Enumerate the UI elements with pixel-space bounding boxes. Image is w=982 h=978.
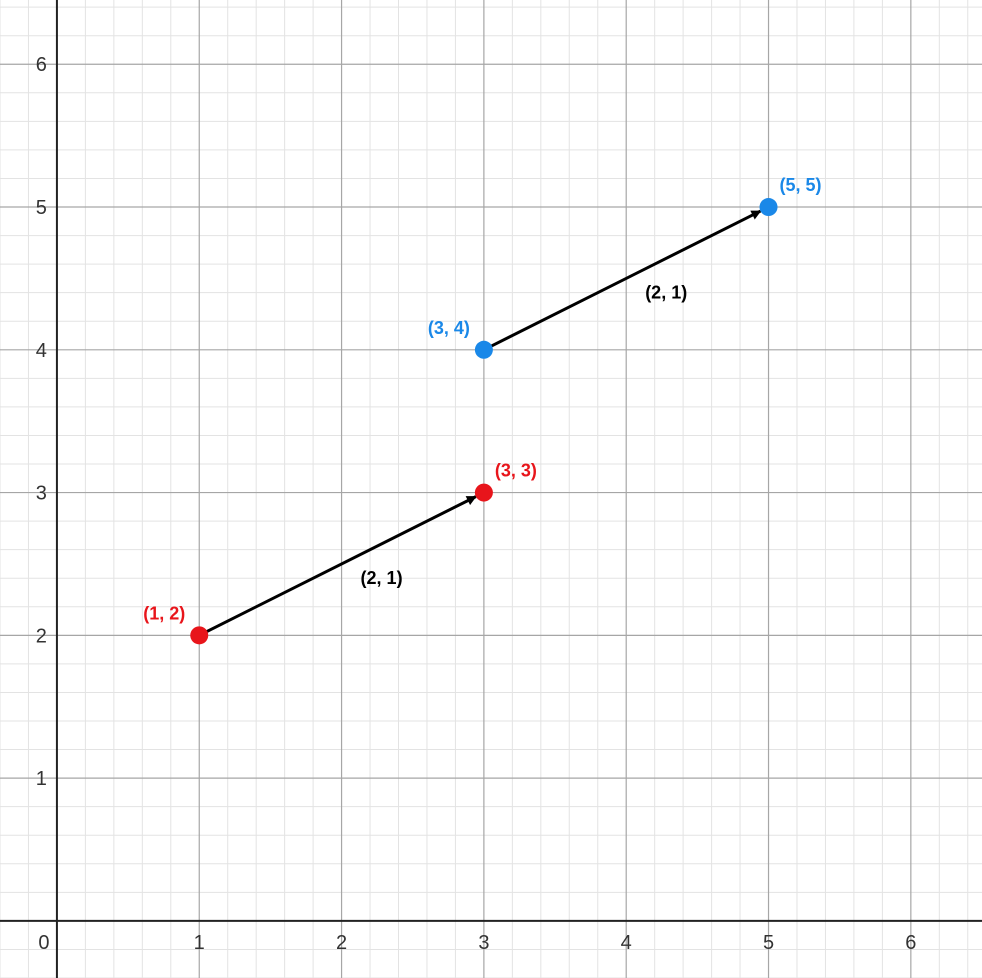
point-label: (5, 5)	[780, 175, 822, 195]
point-label: (1, 2)	[143, 603, 185, 623]
point-label: (3, 3)	[495, 461, 537, 481]
vector-label: (2, 1)	[645, 282, 687, 302]
point-marker	[474, 340, 493, 359]
point-label: (3, 4)	[428, 318, 470, 338]
x-tick-label: 0	[38, 932, 49, 954]
tick-labels: 0 1 2 3 4 5 6 1 2 3 4 5 6	[36, 54, 917, 954]
x-tick-label: 6	[905, 932, 916, 954]
vector-label: (2, 1)	[361, 568, 403, 588]
y-tick-label: 1	[36, 768, 47, 790]
vector-arrow	[483, 209, 762, 352]
y-tick-label: 4	[36, 340, 47, 362]
vector-arrow	[198, 495, 477, 637]
point-marker	[474, 483, 493, 502]
vectors: (2, 1) (2, 1)	[198, 209, 762, 637]
x-tick-label: 3	[478, 932, 489, 954]
x-tick-label: 5	[763, 932, 774, 954]
y-tick-label: 3	[36, 483, 47, 505]
y-tick-label: 6	[36, 54, 47, 76]
x-tick-label: 2	[336, 932, 347, 954]
point-marker	[759, 198, 778, 217]
x-tick-label: 1	[194, 932, 205, 954]
point-marker	[190, 626, 209, 645]
x-tick-label: 4	[621, 932, 632, 954]
y-tick-label: 2	[36, 625, 47, 647]
y-tick-label: 5	[36, 197, 47, 219]
points: (1, 2) (3, 3) (3, 4) (5, 5)	[143, 175, 822, 645]
